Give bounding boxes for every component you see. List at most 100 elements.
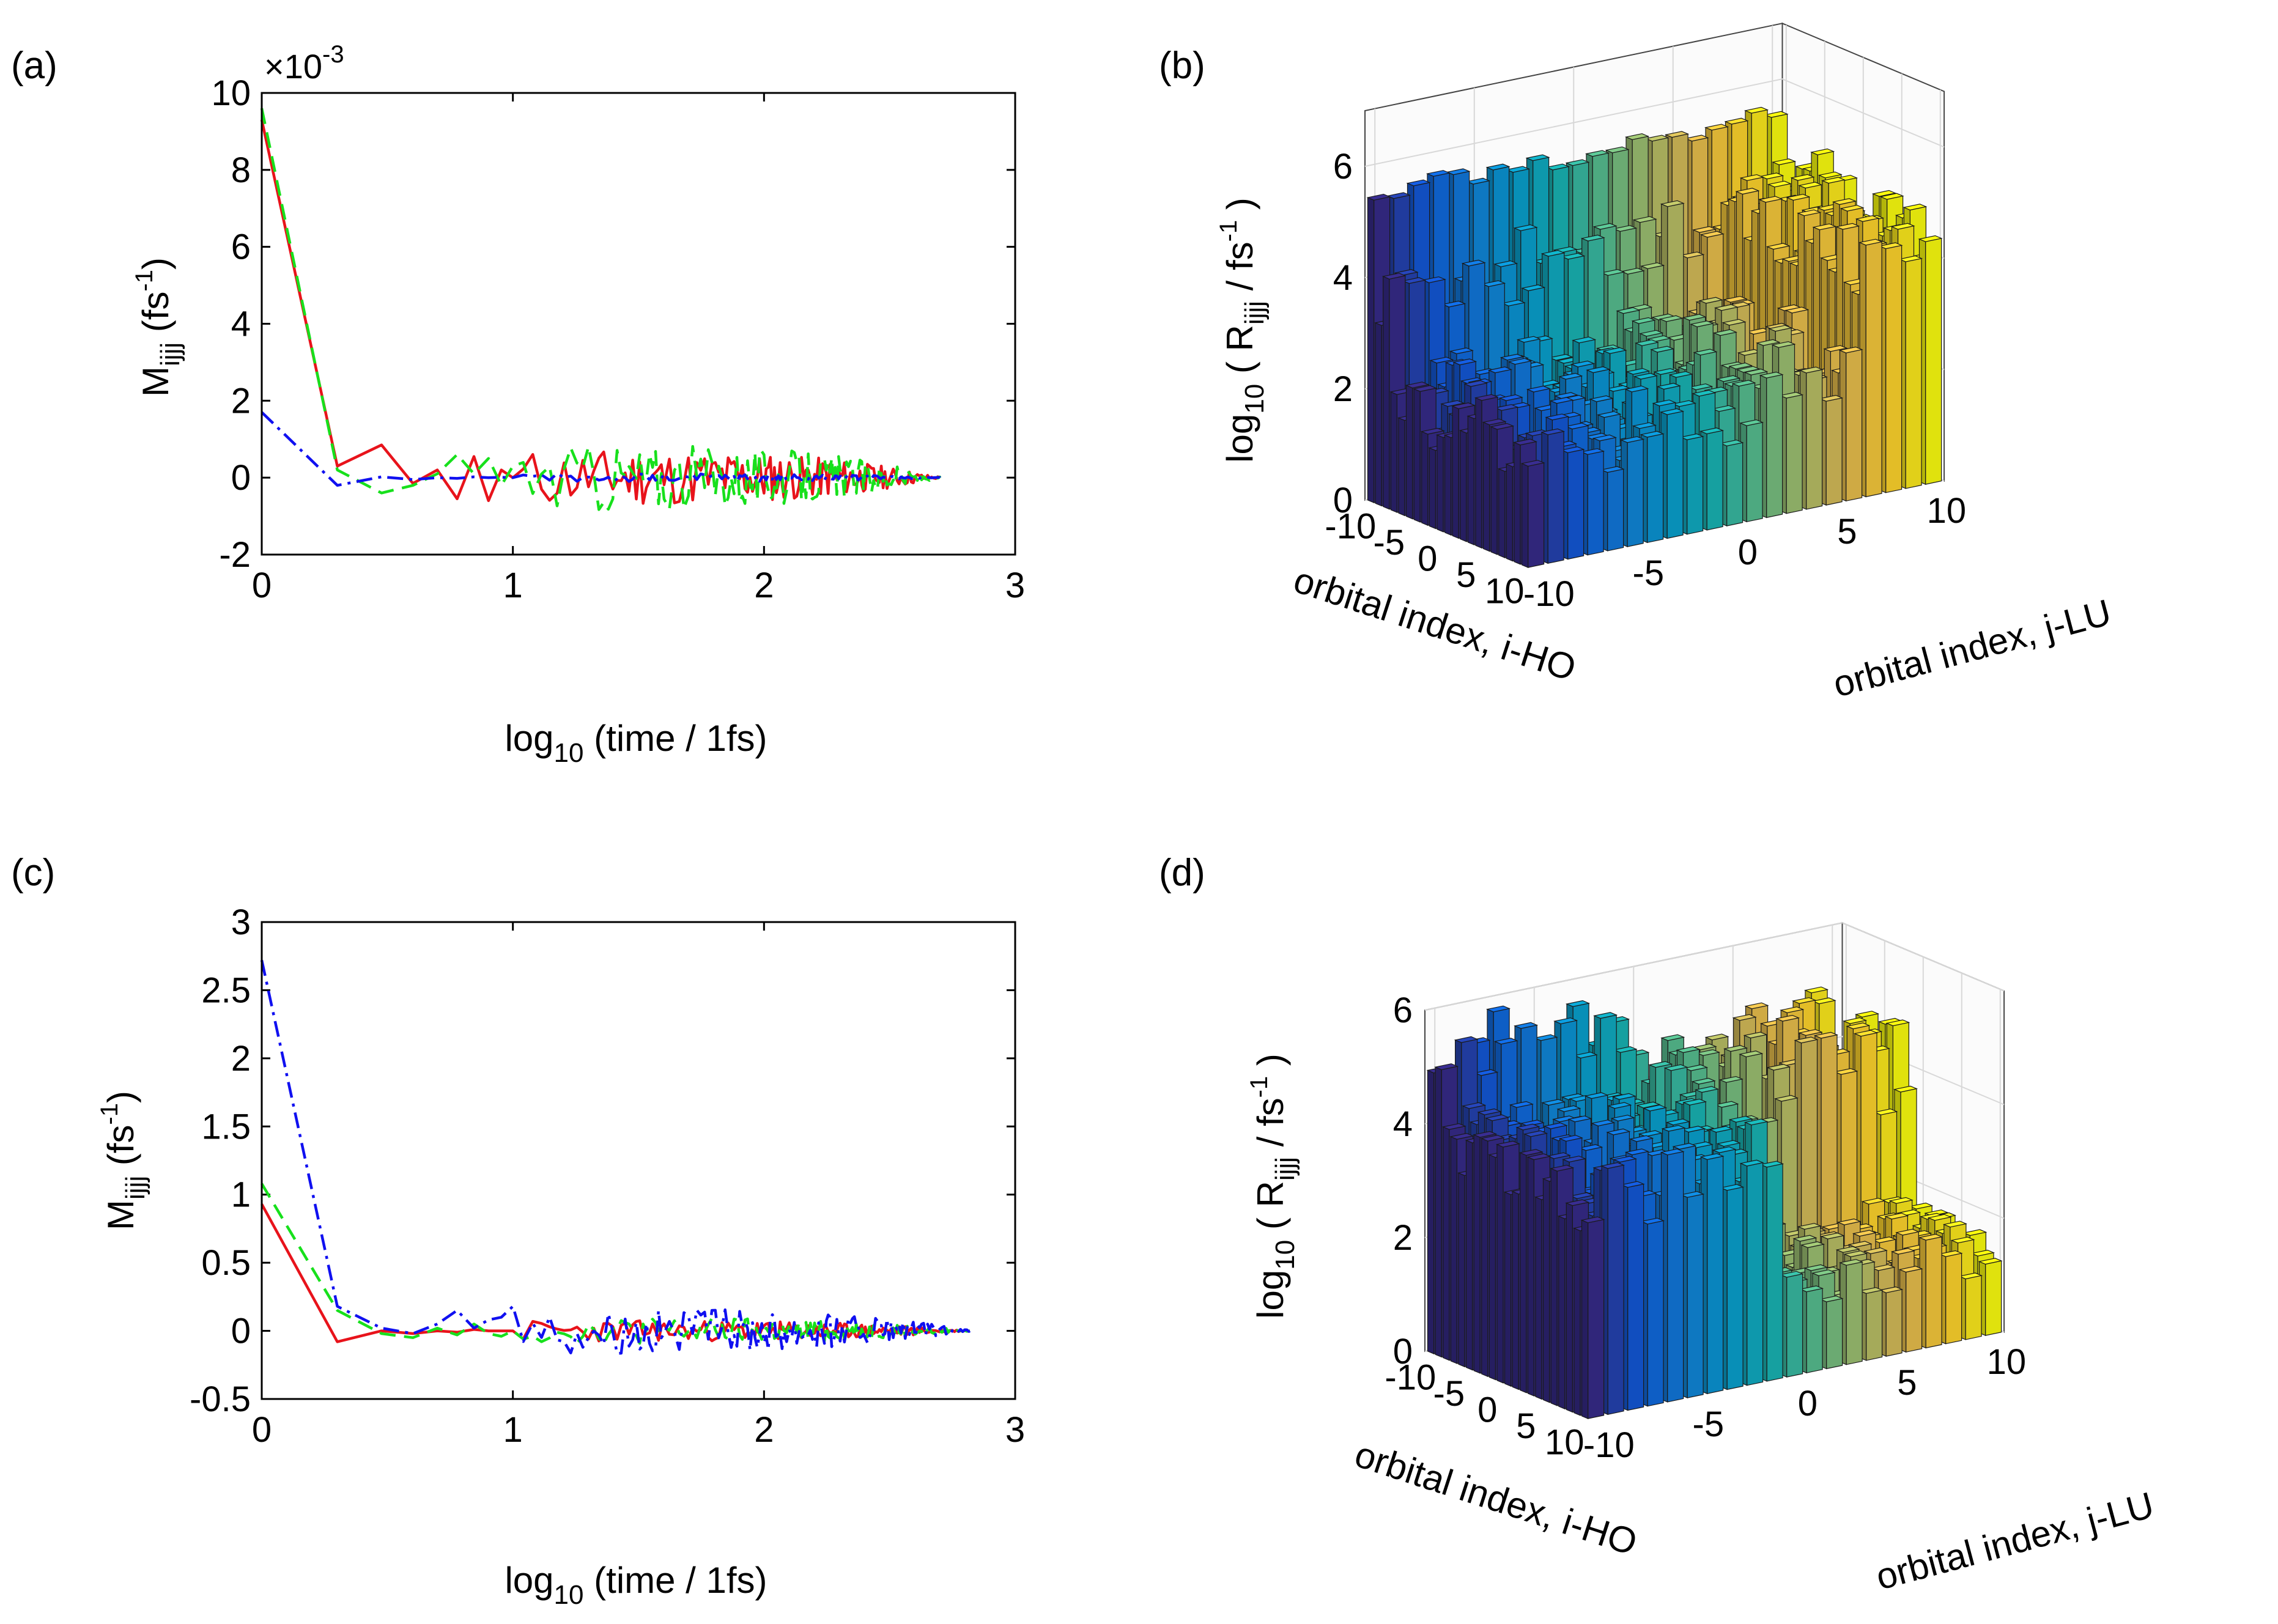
panel-d-ztick-label: 6: [1393, 991, 1413, 1030]
panel-d-bar-face-front: [1885, 1289, 1903, 1357]
panel-b-bar: [1600, 466, 1625, 552]
panel-d-bar: [1759, 1161, 1784, 1382]
panel-b-itick-label: -10: [1325, 507, 1376, 547]
panel-b-jtick-label: 0: [1738, 533, 1758, 572]
panel-b-bar-face-side: [1498, 468, 1506, 559]
panel-b-bar-face-top: [1521, 284, 1546, 292]
panel-b-bar-face-top: [1721, 319, 1747, 326]
panel-a-ytick-label: 8: [231, 150, 251, 190]
panel-a-xtick-label: 2: [754, 566, 774, 605]
panel-b-bar-face-front: [1885, 245, 1903, 493]
panel-b-jtick-label: 5: [1837, 512, 1857, 552]
panel-b-bar-face-front: [1528, 462, 1545, 568]
panel-b-bar-face-top: [1639, 330, 1664, 337]
panel-b-bar-face-top: [1616, 307, 1641, 314]
panel-b-bar-face-side: [1390, 391, 1397, 513]
panel-b-bar-face-top: [1898, 255, 1923, 262]
panel-d-bar-face-side: [1520, 1152, 1527, 1393]
panel-b-bar-face-top: [1840, 204, 1865, 212]
panel-c-xtick-label: 3: [1005, 1410, 1025, 1450]
panel-c-ytick-label: -0.5: [190, 1379, 251, 1419]
panel-b-bar: [1699, 427, 1725, 531]
panel-b-bar-face-front: [1587, 451, 1604, 556]
panel-d-bar: [1898, 1266, 1923, 1353]
panel-b-bar-face-top: [1485, 163, 1511, 171]
panel-d-bar-face-front: [1786, 1273, 1803, 1378]
panel-d-bar: [1918, 1233, 1943, 1349]
panel-b-bar-face-top: [1446, 168, 1471, 175]
panel-b-bar-face-side: [1405, 385, 1413, 520]
panel-b-bar: [1659, 408, 1685, 539]
panel-label-c: (c): [11, 852, 55, 894]
panel-b-bar-face-top: [1818, 171, 1843, 179]
panel-b-bar-face-top: [1767, 180, 1792, 188]
panel-b-bar: [1719, 439, 1744, 526]
panel-b-bar-face-side: [1490, 426, 1498, 555]
panel-b-itick-label: 0: [1418, 539, 1437, 579]
panel-b-bar-face-top: [1421, 276, 1446, 284]
panel-b-bar-face-top: [1580, 234, 1605, 242]
panel-b-bar-face-top: [1366, 193, 1391, 201]
panel-label-b: (b): [1159, 45, 1205, 87]
panel-b-bar-face-side: [1460, 430, 1467, 542]
panel-d-bar: [1679, 1190, 1705, 1398]
panel-d-bar-face-side: [1488, 1154, 1496, 1381]
panel-b-bar: [1739, 419, 1764, 523]
panel-d-bar: [1799, 1285, 1824, 1374]
panel-b-bar-face-top: [1724, 117, 1749, 125]
panel-d-bar-face-side: [1496, 1143, 1504, 1384]
panel-b-bar-face-side: [1421, 430, 1429, 526]
panel-c-axes-box: [261, 921, 1016, 1400]
panel-d-bar: [1739, 1159, 1764, 1386]
panel-b-bar-face-side: [1398, 417, 1405, 517]
panel-b-bar-face-top: [1465, 177, 1491, 185]
panel-d-itick-label: -5: [1433, 1374, 1465, 1414]
panel-d-bar-face-side: [1527, 1156, 1534, 1397]
panel-b-bar-face-front: [1647, 433, 1664, 544]
panel-b-bar-face-top: [1704, 124, 1729, 131]
panel-a-series-green-dashed: [260, 108, 942, 511]
panel-b-bar-face-top: [1426, 170, 1451, 177]
panel-b-bar-face-top: [1684, 135, 1709, 142]
panel-b-bar-face-side: [1467, 415, 1474, 545]
panel-b-bar-face-top: [1698, 297, 1723, 304]
panel-b-bar-face-top: [1660, 200, 1685, 207]
panel-b-bar-face-side: [1452, 405, 1459, 539]
panel-b-bar-face-top: [1890, 223, 1915, 230]
panel-d-bar-face-side: [1550, 1168, 1558, 1406]
panel-c-ytick-label: 2: [231, 1039, 251, 1079]
panel-d-bar-face-side: [1458, 1172, 1465, 1368]
panel-c-series-green-dashed: [261, 1183, 971, 1345]
panel-b-bar-face-front: [1846, 349, 1863, 502]
panel-b-itick-label: 5: [1456, 555, 1476, 595]
panel-a-ylabel: Mijjj (fs-1): [131, 257, 185, 397]
panel-b-bar-face-top: [1565, 159, 1590, 166]
panel-d-bar: [1699, 1153, 1725, 1395]
panel-b-bar-face-top: [1561, 253, 1586, 260]
panel-d-bar: [1838, 1259, 1864, 1365]
panel-b-bar: [1878, 242, 1903, 493]
panel-b-bar-face-top: [1548, 353, 1574, 361]
panel-b-zgrid: [1364, 78, 1945, 167]
panel-b-bar-face-front: [1786, 394, 1803, 514]
panel-b-bar-face-top: [1634, 339, 1660, 347]
panel-b-bar-face-top: [1613, 225, 1638, 232]
panel-d-bar: [1879, 1286, 1904, 1357]
panel-b-bar-face-top: [1766, 243, 1791, 250]
panel-d-bar-face-front: [1846, 1261, 1863, 1365]
panel-d-itick-label: 0: [1477, 1390, 1497, 1430]
panel-b-jtick-label: 10: [1927, 491, 1967, 531]
panel-d-bar-face-front: [1588, 1219, 1605, 1419]
panel-b-bar-face-top: [1481, 280, 1506, 287]
panel-b-bar-face-front: [1666, 410, 1684, 539]
panel-b-bar-face-front: [1547, 430, 1564, 564]
panel-d-bar-face-side: [1435, 1066, 1442, 1358]
panel-d-itick-label: 10: [1545, 1423, 1585, 1463]
panel-b-bar: [1540, 428, 1566, 564]
panel-b-bar-face-top: [1871, 190, 1896, 197]
panel-b-bar: [1818, 394, 1844, 506]
panel-d-bar-face-front: [1667, 1151, 1684, 1403]
panel-b-bar-face-front: [1865, 241, 1882, 498]
